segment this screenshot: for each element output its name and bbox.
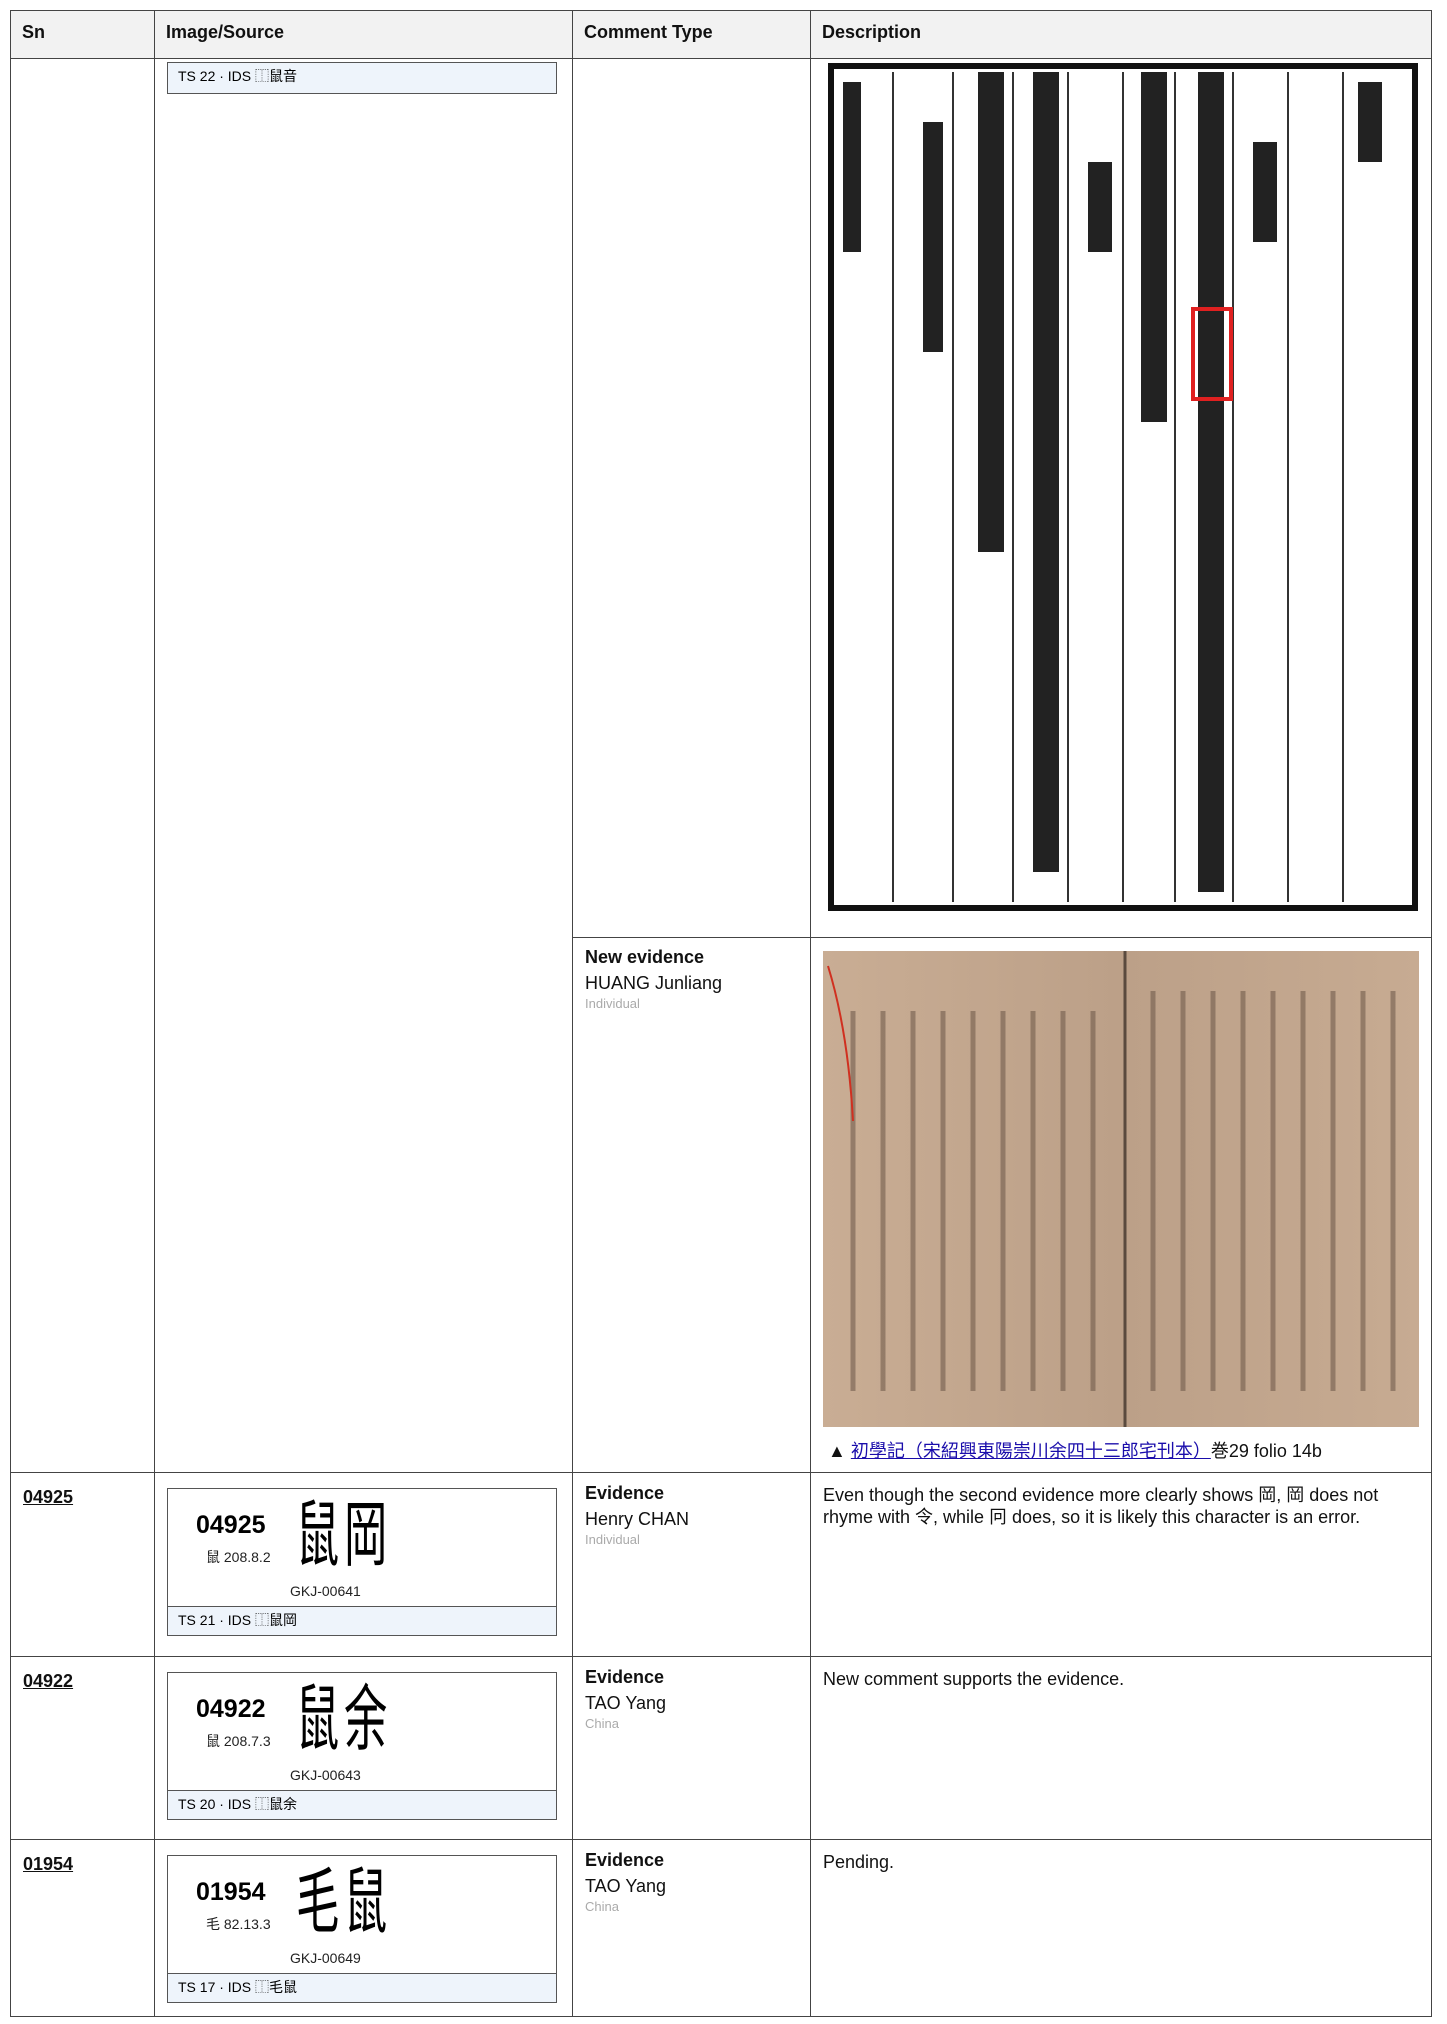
comment-role: Individual	[585, 996, 640, 1011]
caption-text: 巻29 folio 14b	[1210, 1441, 1322, 1461]
source-box: 04925 鼠 208.8.2 鼠岡 GKJ-00641	[167, 1488, 557, 1608]
gkj-id: GKJ-00649	[290, 1950, 361, 1966]
comment-type: Evidence	[585, 1483, 665, 1503]
col-border	[572, 10, 573, 2017]
comment-type: Evidence	[585, 1850, 665, 1870]
description: Pending.	[823, 1852, 895, 1872]
radical: 毛 82.13.3	[206, 1916, 271, 1932]
glyph: 毛鼠	[296, 1862, 392, 1942]
source-box: 04922 鼠 208.7.3 鼠余 GKJ-00643	[167, 1672, 557, 1792]
glyph-part: 岡	[344, 1493, 388, 1577]
glyph-part: 余	[344, 1677, 388, 1761]
glyph-part: 鼠	[296, 1493, 340, 1577]
row-border	[10, 2016, 1432, 2017]
comment-author: Henry CHAN	[585, 1509, 690, 1529]
source-box: 01954 毛 82.13.3 毛鼠 GKJ-00649	[167, 1855, 557, 1975]
row-border	[10, 10, 1432, 11]
comment-role: Individual	[585, 1532, 640, 1547]
ts-ids-strip: TS 21 · IDS ⿰鼠岡	[167, 1606, 557, 1636]
ts-ids-strip: TS 17 · IDS ⿰毛鼠	[167, 1973, 557, 2003]
row-border	[10, 58, 1432, 59]
col-border	[810, 10, 811, 2017]
comment-author: HUANG Junliang	[585, 973, 723, 993]
column-header: Description	[822, 22, 922, 42]
sn-link[interactable]: 01954	[23, 1854, 74, 1874]
description: Even though the second evidence more cle…	[823, 1485, 1379, 1527]
glyph: 鼠余	[296, 1679, 392, 1759]
comment-author: TAO Yang	[585, 1693, 667, 1713]
description: New comment supports the evidence.	[823, 1669, 1125, 1689]
column-header: Image/Source	[166, 22, 285, 42]
glyph-part: 鼠	[296, 1677, 340, 1761]
header-bg	[10, 10, 1431, 58]
glyph: 鼠岡	[296, 1495, 392, 1575]
sn-link[interactable]: 04922	[23, 1671, 74, 1691]
col-border	[154, 10, 155, 2017]
glyph-part: 鼠	[344, 1860, 388, 1944]
comment-type: Evidence	[585, 1667, 665, 1687]
column-header: Comment Type	[584, 22, 713, 42]
image-caption: ▲ 初學記（宋紹興東陽崇川余四十三郎宅刊本）巻29 folio 14b	[828, 1440, 1322, 1462]
radical: 鼠 208.8.2	[206, 1549, 271, 1565]
code: 04922	[196, 1695, 266, 1723]
ts-ids-strip: TS 22 · IDS ⿰鼠音	[167, 62, 557, 94]
evidence-image	[823, 951, 1419, 1427]
row-border	[10, 1472, 1432, 1473]
gkj-id: GKJ-00643	[290, 1767, 361, 1783]
row-border	[10, 1839, 1432, 1840]
radical: 鼠 208.7.3	[206, 1733, 271, 1749]
evidence-image	[823, 62, 1421, 919]
column-header: Sn	[22, 22, 46, 42]
row-border	[572, 937, 1432, 938]
comment-role: China	[585, 1899, 619, 1914]
comment-author: TAO Yang	[585, 1876, 667, 1896]
code: 01954	[196, 1878, 266, 1906]
gkj-id: GKJ-00641	[290, 1583, 361, 1599]
col-border	[1431, 10, 1432, 2017]
caption-link[interactable]: 初學記（宋紹興東陽崇川余四十三郎宅刊本）	[850, 1441, 1211, 1461]
ts-ids-strip: TS 20 · IDS ⿰鼠余	[167, 1790, 557, 1820]
comment-type: New evidence	[585, 947, 705, 967]
code: 04925	[196, 1511, 266, 1539]
col-border	[10, 10, 11, 2017]
sn-link[interactable]: 04925	[23, 1487, 74, 1507]
caption-marker: ▲	[828, 1441, 846, 1461]
glyph-part: 毛	[296, 1860, 340, 1944]
comment-role: China	[585, 1716, 619, 1731]
row-border	[10, 1656, 1432, 1657]
